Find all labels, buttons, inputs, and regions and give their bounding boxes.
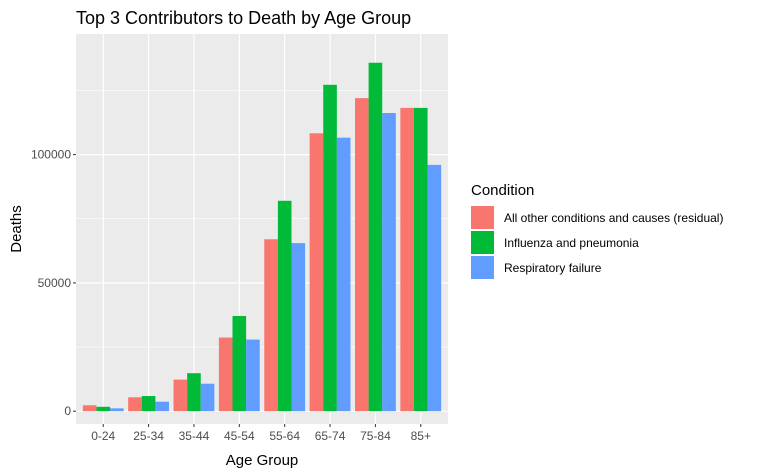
- bar: [155, 401, 169, 412]
- legend-label: All other conditions and causes (residua…: [504, 211, 723, 225]
- bar: [187, 373, 201, 412]
- bar: [368, 62, 383, 412]
- bar: [323, 84, 337, 412]
- chart-title: Top 3 Contributors to Death by Age Group: [76, 8, 411, 28]
- bar: [264, 239, 278, 412]
- bar: [355, 98, 369, 412]
- bar: [96, 406, 111, 412]
- bar: [382, 113, 396, 412]
- bar: [82, 405, 97, 412]
- x-axis-title: Age Group: [226, 452, 299, 469]
- x-axis-ticks: 0-24 25-34 35-44 45-54 55-64 65-74 75-84 85+: [91, 424, 431, 443]
- bar: [309, 133, 324, 412]
- x-tick-label: 65-74: [315, 429, 346, 443]
- legend-key: [471, 206, 494, 229]
- bars: [82, 62, 442, 412]
- bar: [336, 137, 351, 412]
- bar: [277, 200, 292, 412]
- y-axis-title: Deaths: [8, 205, 25, 253]
- bar: [218, 337, 233, 412]
- bar: [110, 408, 124, 412]
- legend-label: Respiratory failure: [504, 261, 602, 275]
- bar: [173, 379, 188, 412]
- bar: [128, 397, 142, 412]
- bar: [232, 315, 247, 412]
- x-tick-label: 55-64: [269, 429, 300, 443]
- legend: Condition All other conditions and cause…: [471, 182, 723, 279]
- y-tick-label: 50000: [38, 276, 72, 290]
- x-tick-label: 45-54: [224, 429, 255, 443]
- bar: [400, 107, 414, 412]
- bar: [291, 243, 306, 412]
- y-tick-label: 100000: [31, 148, 71, 162]
- bar: [427, 164, 442, 412]
- x-tick-label: 25-34: [133, 429, 164, 443]
- y-tick-label: 0: [64, 404, 71, 418]
- x-tick-label: 85+: [411, 429, 431, 443]
- y-axis-ticks: 0 50000 100000: [31, 148, 76, 418]
- x-tick-label: 75-84: [360, 429, 391, 443]
- legend-label: Influenza and pneumonia: [504, 236, 639, 250]
- bar: [141, 396, 156, 412]
- x-tick-label: 35-44: [179, 429, 210, 443]
- x-tick-label: 0-24: [91, 429, 115, 443]
- bar: [200, 383, 215, 412]
- legend-title: Condition: [471, 182, 534, 199]
- bar: [246, 339, 260, 412]
- bar: [413, 107, 428, 412]
- legend-key: [471, 231, 494, 254]
- legend-key: [471, 256, 494, 279]
